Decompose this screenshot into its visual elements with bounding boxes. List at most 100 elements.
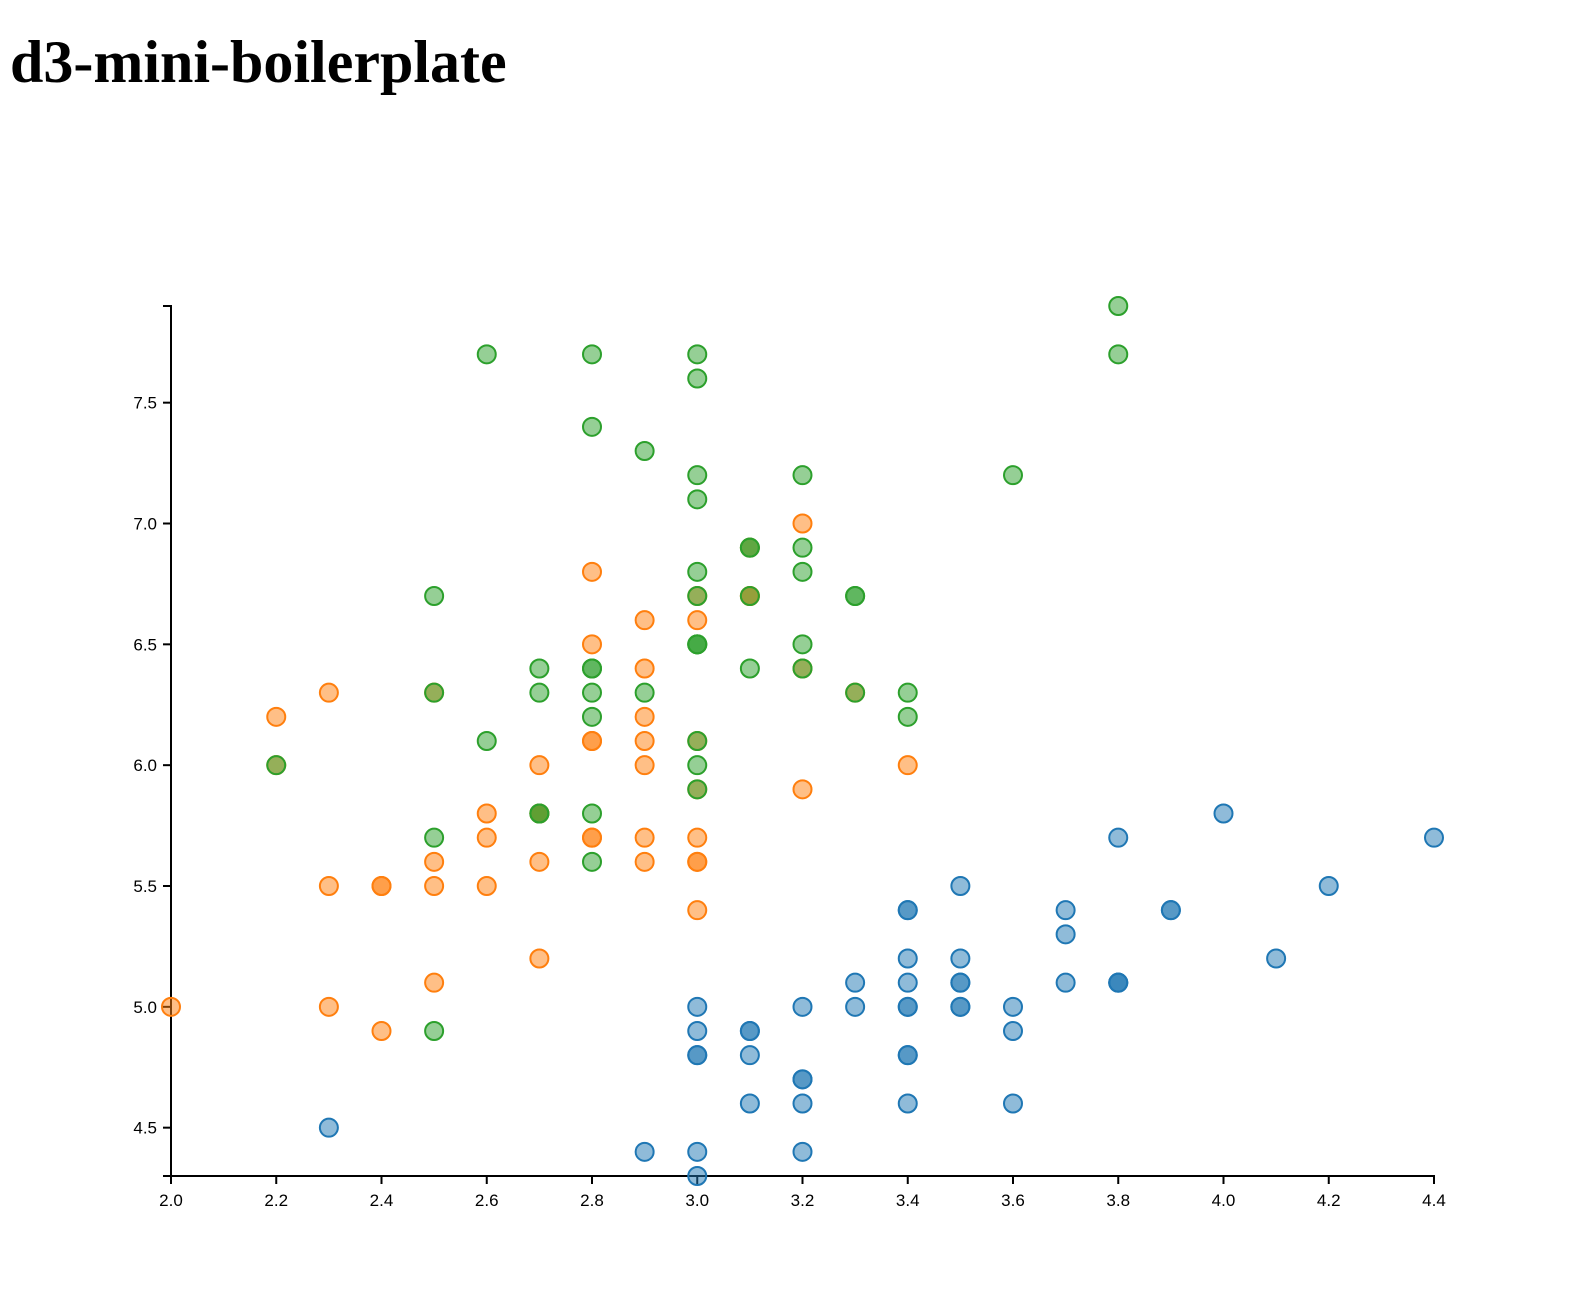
data-point: [792, 1069, 813, 1090]
data-point: [1424, 827, 1444, 848]
data-point: [371, 1021, 392, 1041]
data-point: [687, 561, 708, 582]
data-point: [371, 876, 392, 896]
data-point: [687, 851, 708, 872]
data-point: [634, 827, 655, 848]
y-tick-label: 6.0: [133, 756, 157, 775]
data-point: [634, 706, 655, 727]
data-point: [529, 803, 550, 824]
data-point: [739, 1045, 760, 1066]
data-point: [792, 465, 813, 486]
data-point: [318, 876, 339, 896]
data-point: [739, 658, 760, 679]
data-point: [476, 731, 497, 751]
data-point: [634, 610, 655, 631]
data-point: [687, 1141, 708, 1162]
x-tick-label: 2.2: [264, 1191, 288, 1210]
data-point: [634, 441, 655, 461]
x-tick-label: 2.6: [475, 1191, 499, 1210]
data-point: [266, 706, 287, 727]
data-point: [476, 876, 497, 896]
data-point: [950, 972, 971, 993]
data-point: [845, 586, 866, 606]
data-point: [739, 1021, 760, 1041]
data-point: [1055, 924, 1076, 945]
data-point: [687, 610, 708, 631]
data-point: [1055, 972, 1076, 993]
data-point: [1108, 296, 1129, 316]
data-point: [424, 851, 445, 872]
x-tick-label: 4.2: [1317, 1191, 1341, 1210]
data-point: [424, 827, 445, 848]
y-axis-ticks: 4.5 5.0 5.5 6.0 6.5 7.0 7.5: [133, 394, 171, 1138]
x-tick-label: 2.8: [580, 1191, 604, 1210]
y-tick-label: 7.5: [133, 394, 157, 413]
data-point: [318, 1117, 339, 1138]
data-point: [792, 634, 813, 655]
x-axis-ticks: 2.0 2.2 2.4 2.6 2.8 3.0 3.2 3.4 3.6 3.8 4.0 4.2 4.4: [159, 1176, 1446, 1210]
data-point: [897, 900, 918, 921]
data-point: [476, 803, 497, 824]
data-point: [897, 972, 918, 993]
data-point: [634, 851, 655, 872]
data-point: [792, 513, 813, 534]
data-point: [634, 755, 655, 776]
series-3-points: [266, 296, 1129, 1041]
data-point: [582, 658, 602, 679]
data-point: [950, 996, 971, 1017]
data-point: [529, 755, 550, 776]
data-point: [634, 658, 655, 679]
x-tick-label: 4.4: [1422, 1191, 1446, 1210]
data-point: [687, 1021, 708, 1041]
data-point: [1003, 1021, 1023, 1041]
data-point: [1160, 900, 1181, 921]
x-tick-label: 3.2: [791, 1191, 815, 1210]
data-point: [687, 779, 708, 800]
y-axis-line: [163, 305, 172, 1177]
data-point: [424, 1021, 445, 1041]
data-point: [687, 1166, 708, 1186]
data-point: [318, 996, 339, 1017]
x-tick-label: 3.6: [1001, 1191, 1025, 1210]
data-point: [792, 779, 813, 800]
data-point: [739, 537, 760, 558]
data-point: [634, 1141, 655, 1162]
data-point: [687, 1045, 708, 1066]
data-point: [1003, 1093, 1023, 1114]
data-point: [424, 972, 445, 993]
x-tick-label: 3.8: [1106, 1191, 1130, 1210]
data-point: [582, 851, 602, 872]
data-point: [687, 827, 708, 848]
x-tick-label: 2.0: [159, 1191, 183, 1210]
data-point: [582, 827, 602, 848]
data-point: [687, 634, 708, 655]
chart-axes: 2.0 2.2 2.4 2.6 2.8 3.0 3.2 3.4 3.6 3.8 4.0 4.2 4.4 …: [133, 305, 1446, 1210]
data-point: [318, 682, 339, 703]
y-tick-label: 7.0: [133, 515, 157, 534]
y-tick-label: 5.5: [133, 877, 157, 896]
data-point: [582, 803, 602, 824]
data-point: [897, 706, 918, 727]
data-point: [529, 658, 550, 679]
data-point: [582, 706, 602, 727]
data-point: [950, 948, 971, 969]
data-point: [529, 682, 550, 703]
data-point: [161, 996, 181, 1017]
data-point: [582, 561, 602, 582]
data-point: [582, 634, 602, 655]
y-tick-label: 5.0: [133, 998, 157, 1017]
data-point: [1003, 465, 1023, 486]
data-point: [687, 586, 708, 606]
data-point: [1213, 803, 1234, 824]
data-point: [476, 344, 497, 365]
data-point: [1003, 996, 1023, 1017]
y-tick-label: 4.5: [133, 1119, 157, 1138]
data-point: [687, 996, 708, 1017]
data-point: [845, 996, 866, 1017]
data-point: [582, 416, 602, 437]
data-point: [792, 537, 813, 558]
data-point: [582, 731, 602, 751]
x-tick-label: 3.0: [685, 1191, 709, 1210]
data-point: [266, 755, 287, 776]
